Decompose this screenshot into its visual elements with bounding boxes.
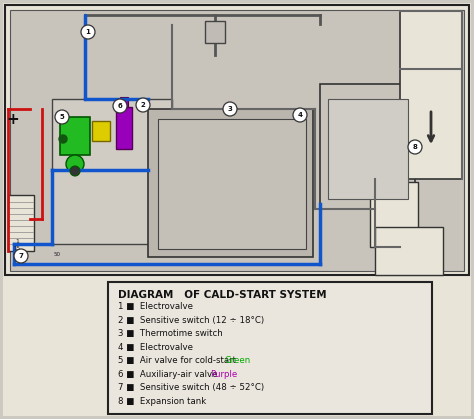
Circle shape: [55, 110, 69, 124]
FancyBboxPatch shape: [108, 282, 432, 414]
Text: 7 ■  Sensitive switch (48 ÷ 52°C): 7 ■ Sensitive switch (48 ÷ 52°C): [118, 383, 264, 392]
FancyBboxPatch shape: [10, 10, 464, 271]
Text: 15: 15: [13, 246, 20, 251]
Text: 2 ■  Sensitive switch (12 ÷ 18°C): 2 ■ Sensitive switch (12 ÷ 18°C): [118, 316, 264, 324]
Text: 1: 1: [15, 238, 19, 243]
FancyBboxPatch shape: [5, 5, 469, 275]
Text: 50: 50: [54, 251, 61, 256]
Circle shape: [293, 108, 307, 122]
Text: 4 ■  Electrovalve: 4 ■ Electrovalve: [118, 342, 193, 352]
Text: DIAGRAM   OF CALD-START SYSTEM: DIAGRAM OF CALD-START SYSTEM: [118, 290, 327, 300]
FancyBboxPatch shape: [92, 121, 110, 141]
Text: 6: 6: [118, 103, 122, 109]
Text: 7: 7: [18, 253, 23, 259]
Circle shape: [136, 98, 150, 112]
Circle shape: [59, 135, 67, 143]
FancyBboxPatch shape: [328, 99, 408, 199]
Text: 3 ■  Thermotime switch: 3 ■ Thermotime switch: [118, 329, 223, 338]
FancyBboxPatch shape: [400, 11, 462, 179]
Text: +: +: [6, 111, 19, 127]
FancyBboxPatch shape: [148, 109, 313, 257]
Circle shape: [81, 25, 95, 39]
Circle shape: [66, 155, 84, 173]
Text: 1: 1: [86, 29, 91, 35]
FancyBboxPatch shape: [3, 3, 471, 416]
Text: Green: Green: [225, 356, 251, 365]
FancyBboxPatch shape: [370, 182, 418, 247]
FancyBboxPatch shape: [120, 97, 128, 107]
FancyBboxPatch shape: [158, 119, 306, 249]
FancyBboxPatch shape: [116, 107, 132, 149]
Text: 5 ■  Air valve for cold-start: 5 ■ Air valve for cold-start: [118, 356, 239, 365]
Circle shape: [113, 99, 127, 113]
Text: 5: 5: [60, 114, 64, 120]
FancyBboxPatch shape: [375, 227, 443, 275]
FancyBboxPatch shape: [205, 21, 225, 43]
Text: 8: 8: [412, 144, 418, 150]
Text: 8 ■  Expansion tank: 8 ■ Expansion tank: [118, 396, 206, 406]
Circle shape: [70, 166, 80, 176]
FancyBboxPatch shape: [8, 195, 34, 251]
Circle shape: [14, 249, 28, 263]
FancyBboxPatch shape: [320, 84, 415, 209]
Text: 1 ■  Electrovalve: 1 ■ Electrovalve: [118, 302, 193, 311]
Text: 4: 4: [298, 112, 302, 118]
Text: 2: 2: [141, 102, 146, 108]
Text: 3: 3: [228, 106, 232, 112]
Circle shape: [223, 102, 237, 116]
Text: Purple: Purple: [210, 370, 237, 378]
Text: 6 ■  Auxiliary-air valve: 6 ■ Auxiliary-air valve: [118, 370, 223, 378]
FancyBboxPatch shape: [60, 117, 90, 155]
Circle shape: [408, 140, 422, 154]
FancyBboxPatch shape: [52, 99, 172, 244]
